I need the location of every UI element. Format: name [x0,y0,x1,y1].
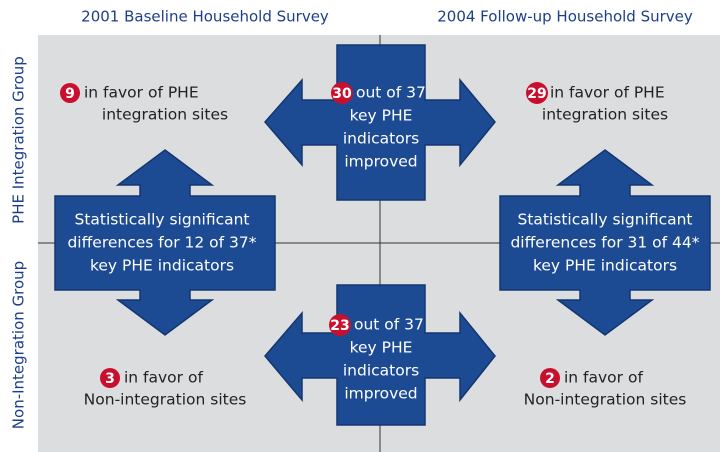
column-header: 2004 Follow-up Household Survey [437,8,693,26]
box-text: key PHE indicators [90,257,234,275]
box-text: indicators [343,130,419,148]
cell-text: in favor of PHE [550,84,665,102]
badge [331,82,353,104]
box-text: out of 37 [356,84,426,102]
cell-text: in favor of [124,369,203,387]
box-text: key PHE [350,107,413,125]
box-text: key PHE indicators [533,257,677,275]
cell-text: in favor of [564,369,643,387]
badge-number: 29 [527,86,546,102]
cell-text: Non-integration sites [524,391,687,409]
badge-number: 9 [65,86,75,102]
box-text: Statistically significant [74,211,249,229]
box-text: indicators [343,362,419,380]
cell-text: integration sites [102,106,228,124]
cell-text: integration sites [542,106,668,124]
box-text: key PHE [350,339,413,357]
box-text: improved [344,385,417,403]
box-text: Statistically significant [517,211,692,229]
badge-number: 30 [332,86,352,102]
badge [526,82,548,104]
arrow-box [264,284,496,426]
badge [100,368,120,388]
arrow-box [54,149,276,336]
badge [329,314,351,336]
badge-number: 3 [105,371,115,387]
arrow-box [264,44,496,201]
cell-text: Non-integration sites [84,391,247,409]
box-text: differences for 31 of 44* [510,234,699,252]
row-header: PHE Integration Group [10,56,28,224]
box-text: differences for 12 of 37* [67,234,256,252]
badge [540,368,560,388]
box-text: out of 37 [354,316,424,334]
box-text: improved [344,153,417,171]
column-header: 2001 Baseline Household Survey [81,8,329,26]
arrow-box [499,149,711,336]
badge [60,83,80,103]
row-header: Non-Integration Group [10,261,28,429]
badge-number: 2 [545,371,555,387]
badge-number: 23 [330,318,349,334]
cell-text: in favor of PHE [84,84,199,102]
